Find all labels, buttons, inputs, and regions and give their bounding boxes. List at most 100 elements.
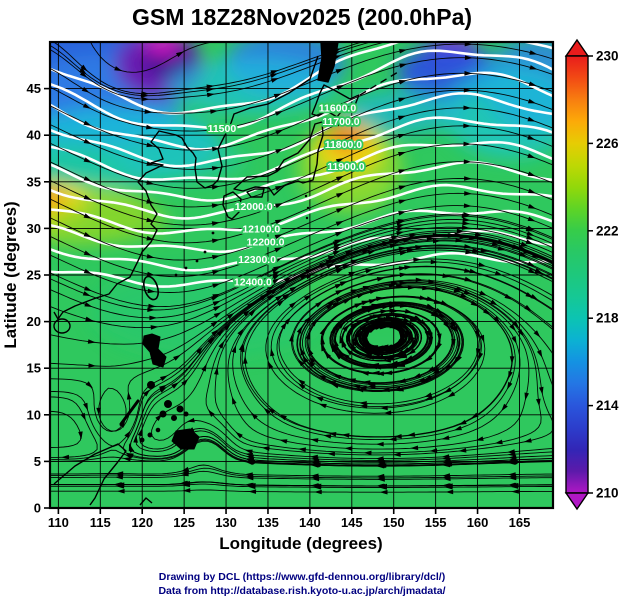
- flow-arrow: [512, 320, 520, 329]
- flow-arrow: [212, 300, 221, 306]
- flow-arrow: [83, 402, 88, 411]
- flow-arrow: [260, 294, 268, 301]
- flow-arrow: [400, 338, 407, 346]
- streamline: [50, 219, 553, 319]
- x-tick-label: 145: [341, 515, 363, 530]
- flow-arrow: [388, 436, 397, 442]
- flow-arrow: [146, 142, 155, 148]
- flow-arrow: [270, 78, 279, 83]
- flow-arrow: [82, 291, 91, 297]
- flow-arrow: [530, 294, 539, 300]
- flow-arrow: [250, 412, 258, 420]
- streamline: [51, 489, 553, 493]
- flow-arrow: [377, 483, 385, 489]
- colorbar-tick-label: 210: [596, 486, 619, 501]
- flow-arrow: [279, 414, 287, 421]
- contour-label: 12200.0: [247, 236, 285, 248]
- flow-arrow: [399, 323, 408, 329]
- streamline: [50, 222, 553, 329]
- flow-arrow: [263, 407, 271, 415]
- flow-arrow: [348, 271, 357, 277]
- flow-arrow: [211, 127, 220, 133]
- contour-label: 12300.0: [238, 254, 276, 266]
- flow-arrow: [371, 370, 380, 376]
- flow-arrow: [380, 405, 388, 411]
- flow-arrow: [363, 450, 372, 456]
- flow-arrow: [424, 392, 433, 398]
- contour-line-11700: [50, 91, 553, 168]
- flow-arrow: [211, 185, 220, 190]
- coast-kuril-islands: [359, 71, 399, 96]
- flow-arrow: [211, 329, 219, 337]
- flow-arrow: [235, 431, 243, 439]
- flow-arrow: [310, 454, 318, 460]
- flow-arrow: [479, 290, 488, 296]
- flow-arrow: [275, 129, 284, 135]
- streamline: [50, 213, 553, 308]
- flow-arrow: [201, 363, 207, 372]
- flow-arrow: [78, 431, 83, 440]
- flow-arrow: [441, 435, 450, 440]
- flow-arrow: [344, 446, 353, 451]
- flow-arrow: [141, 96, 150, 102]
- flow-arrow: [261, 446, 270, 451]
- flow-arrow: [275, 167, 284, 173]
- flow-arrow: [335, 289, 344, 295]
- flow-arrow: [397, 224, 405, 229]
- streamline: [50, 464, 553, 477]
- flow-arrow: [444, 364, 452, 372]
- flow-arrow: [399, 63, 408, 68]
- flow-arrow: [146, 124, 154, 130]
- flow-arrow: [267, 294, 275, 301]
- flow-arrow: [114, 66, 123, 72]
- flow-arrow: [160, 375, 168, 382]
- flow-arrow: [430, 311, 439, 318]
- flow-arrow: [119, 419, 126, 428]
- contour-label: 11800.0: [325, 139, 363, 151]
- flow-arrow: [427, 366, 435, 373]
- streamline: [50, 226, 553, 345]
- flow-arrow: [211, 221, 220, 226]
- flow-arrow: [211, 295, 220, 301]
- flow-arrow: [116, 488, 125, 494]
- streamline: [50, 440, 553, 467]
- flow-arrow: [494, 270, 503, 276]
- flow-arrow: [320, 336, 325, 345]
- flow-arrow: [318, 403, 327, 409]
- flow-arrow: [501, 403, 508, 412]
- flow-arrow: [366, 308, 375, 313]
- flow-arrow: [398, 169, 407, 174]
- flow-arrow: [336, 102, 345, 108]
- flow-arrow: [247, 459, 256, 464]
- flow-arrow: [275, 111, 283, 116]
- flow-arrow: [181, 466, 190, 472]
- flow-arrow: [474, 232, 483, 237]
- flow-arrow: [463, 141, 472, 147]
- flow-arrow: [279, 439, 288, 444]
- flow-arrow: [345, 250, 354, 256]
- flow-arrow: [361, 249, 370, 255]
- flow-arrow: [245, 475, 254, 481]
- flow-arrow: [523, 438, 532, 443]
- flow-arrow: [147, 288, 156, 294]
- flow-arrow: [284, 317, 291, 325]
- flow-arrow: [333, 323, 340, 331]
- flow-arrow: [359, 401, 367, 406]
- flow-arrow: [407, 285, 416, 290]
- flow-arrow: [332, 240, 341, 246]
- flow-arrow: [83, 268, 92, 274]
- flow-arrow: [398, 199, 407, 204]
- flow-arrow: [308, 356, 316, 364]
- streamline: [50, 42, 388, 100]
- flow-arrow: [362, 341, 371, 349]
- flow-arrow: [267, 284, 276, 291]
- flow-arrow: [475, 436, 484, 441]
- flow-arrow: [196, 346, 203, 355]
- flow-arrow: [83, 213, 92, 219]
- y-tick-label: 25: [27, 268, 41, 283]
- streamline: [50, 107, 553, 189]
- flow-arrow: [335, 268, 344, 274]
- flow-arrow: [147, 307, 155, 312]
- contour-line-12200: [50, 209, 553, 254]
- flow-arrow: [143, 389, 151, 397]
